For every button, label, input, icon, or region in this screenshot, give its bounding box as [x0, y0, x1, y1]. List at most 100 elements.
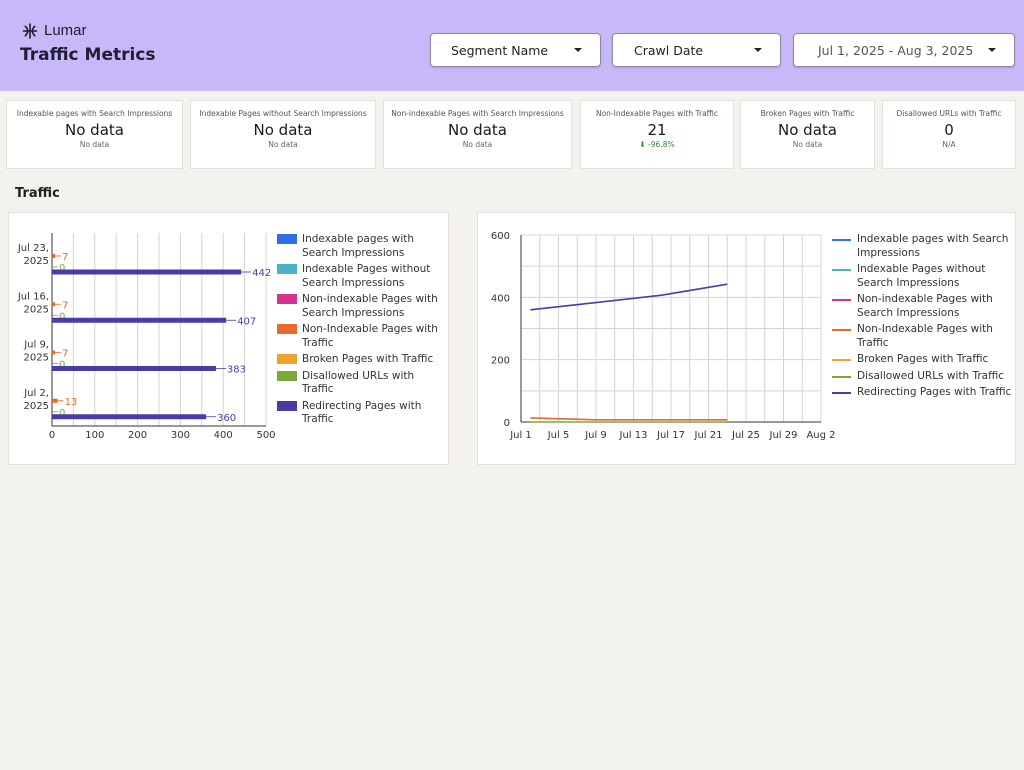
- brand-logo[interactable]: Lumar: [22, 22, 87, 39]
- line-legend-item-disallowed-urls-with-traffic[interactable]: Disallowed URLs with Traffic: [832, 370, 1014, 384]
- data-label: 383: [227, 365, 246, 376]
- legend-swatch: [832, 269, 851, 271]
- line-legend-item-indexable-pages-with-search-impressions[interactable]: Indexable pages with Search Impressions: [832, 233, 1014, 260]
- category-label: 2025: [24, 353, 49, 364]
- legend-label: Non-indexable Pages with Search Impressi…: [302, 293, 438, 319]
- x-tick-label: 300: [171, 430, 190, 441]
- crawl-date-dropdown-label: Crawl Date: [634, 42, 704, 58]
- line-legend-item-broken-pages-with-traffic[interactable]: Broken Pages with Traffic: [832, 353, 1014, 367]
- line-legend-item-non-indexable-pages-with-search-impressions[interactable]: Non-indexable Pages with Search Impressi…: [832, 293, 1014, 320]
- legend-label: Indexable pages with Search Impressions: [857, 233, 1009, 259]
- header-bar: Lumar Traffic Metrics Segment Name Crawl…: [0, 0, 1024, 91]
- chevron-down-icon: [988, 48, 996, 52]
- data-label: 13: [65, 397, 78, 408]
- legend-label: Broken Pages with Traffic: [302, 353, 434, 365]
- legend-label: Non-Indexable Pages with Traffic: [302, 323, 438, 349]
- date-range-picker[interactable]: Jul 1, 2025 - Aug 3, 2025: [793, 33, 1015, 67]
- kpi-comparison: No data: [792, 140, 823, 149]
- kpi-label: Non-indexable Pages with Search Impressi…: [391, 109, 564, 118]
- segment-dropdown[interactable]: Segment Name: [430, 33, 601, 67]
- bar-nonindexable-traffic: [52, 350, 55, 355]
- kpi-value: 0: [944, 121, 954, 139]
- x-tick-label: 500: [256, 430, 275, 441]
- kpi-comparison: No data: [79, 140, 110, 149]
- kpi-comparison: ⬇ -96.8%: [639, 140, 675, 149]
- chevron-down-icon: [574, 48, 582, 52]
- category-label: 2025: [24, 401, 49, 412]
- bar-legend-item-non-indexable-pages-with-search-impressions[interactable]: Non-indexable Pages with Search Impressi…: [277, 293, 447, 320]
- traffic-line-chart-panel: 0 200 400 600 Jul 1 Jul 5 Jul 9 Jul 13 Jul 17 Jul…: [477, 212, 1016, 465]
- date-range-label: Jul 1, 2025 - Aug 3, 2025: [818, 42, 974, 58]
- legend-swatch: [277, 354, 297, 364]
- data-label: 7: [62, 252, 68, 263]
- data-label: 7: [62, 349, 68, 360]
- kpi-comparison: No data: [462, 140, 493, 149]
- legend-swatch: [277, 264, 297, 274]
- x-tick-label: Aug 2: [806, 430, 835, 441]
- traffic-bar-chart-panel: 0 100 200 300 400 500 Jul 23, 2025 7 0 442 Jul 16, 2…: [8, 212, 449, 465]
- category-label: 2025: [24, 304, 49, 315]
- x-tick-label: Jul 17: [656, 430, 685, 441]
- legend-label: Redirecting Pages with Traffic: [302, 399, 422, 426]
- legend-swatch: [277, 294, 297, 304]
- kpi-value: No data: [448, 121, 507, 139]
- x-tick-label: Jul 13: [619, 430, 648, 441]
- bar-redirecting-traffic: [52, 269, 242, 275]
- line-series-non-indexable-pages-with-traffic: [530, 417, 728, 421]
- legend-label: Indexable Pages without Search Impressio…: [857, 263, 986, 289]
- kpi-card-indexable-without-impressions: Indexable Pages without Search Impressio…: [190, 100, 376, 169]
- legend-swatch: [277, 400, 297, 411]
- bar-redirecting-traffic: [52, 366, 216, 371]
- x-tick-label: Jul 5: [547, 430, 570, 441]
- x-tick-label: Jul 1: [509, 430, 532, 441]
- y-tick-label: 600: [491, 231, 510, 242]
- legend-swatch: [277, 370, 297, 381]
- line-series-redirecting-pages-with-traffic: [530, 283, 728, 311]
- x-tick-label: 400: [214, 430, 233, 441]
- bar-redirecting-traffic: [52, 414, 207, 420]
- bar-legend-item-redirecting-pages-with-traffic[interactable]: Redirecting Pages with Traffic: [277, 400, 447, 427]
- line-legend-item-redirecting-pages-with-traffic[interactable]: Redirecting Pages with Traffic: [832, 386, 1014, 400]
- bar-legend-item-indexable-pages-without-search-impressions[interactable]: Indexable Pages without Search Impressio…: [277, 263, 447, 290]
- page-title: Traffic Metrics: [20, 45, 156, 65]
- kpi-comparison: No data: [268, 140, 298, 149]
- y-tick-label: 200: [491, 356, 510, 367]
- bar-legend-item-non-indexable-pages-with-traffic[interactable]: Non-Indexable Pages with Traffic: [277, 323, 447, 350]
- traffic-line-chart: 0 200 400 600 Jul 1 Jul 5 Jul 9 Jul 13 Jul 17 Jul…: [491, 231, 836, 441]
- x-tick-label: Jul 9: [584, 430, 607, 441]
- crawl-date-dropdown[interactable]: Crawl Date: [612, 33, 781, 67]
- line-chart-legend: Indexable pages with Search Impressions I…: [832, 233, 1014, 403]
- kpi-label: Indexable pages with Search Impressions: [16, 109, 173, 118]
- line-legend-item-non-indexable-pages-with-traffic[interactable]: Non-Indexable Pages with Traffic: [832, 323, 1014, 350]
- category-label: Jul 23,: [17, 243, 49, 254]
- bar-legend-item-broken-pages-with-traffic[interactable]: Broken Pages with Traffic: [277, 353, 447, 367]
- bar-redirecting-traffic: [52, 317, 227, 323]
- data-label: 360: [217, 413, 236, 424]
- kpi-label: Disallowed URLs with Traffic: [896, 109, 1002, 118]
- y-tick-label: 400: [491, 293, 510, 304]
- bar-chart-legend: Indexable pages with Search Impressions I…: [277, 233, 447, 430]
- kpi-comparison: N/A: [942, 140, 956, 149]
- category-label: Jul 2,: [23, 388, 49, 399]
- legend-swatch: [832, 375, 851, 378]
- legend-swatch: [832, 359, 851, 361]
- x-tick-label: 100: [85, 430, 104, 441]
- legend-label: Indexable pages with Search Impressions: [302, 233, 415, 259]
- data-label: 442: [252, 268, 271, 279]
- kpi-card-indexable-with-impressions: Indexable pages with Search Impressions …: [6, 100, 183, 169]
- line-legend-item-indexable-pages-without-search-impressions[interactable]: Indexable Pages without Search Impressio…: [832, 263, 1014, 290]
- legend-label: Broken Pages with Traffic: [857, 353, 989, 365]
- x-tick-label: Jul 21: [694, 430, 723, 441]
- section-title-traffic: Traffic: [15, 186, 60, 201]
- bar-nonindexable-traffic: [52, 398, 58, 403]
- kpi-card-broken-with-traffic: Broken Pages with Traffic No data No dat…: [740, 100, 875, 169]
- x-tick-label: 200: [128, 430, 147, 441]
- legend-label: Non-indexable Pages with Search Impressi…: [857, 293, 993, 319]
- bar-legend-item-indexable-pages-with-search-impressions[interactable]: Indexable pages with Search Impressions: [277, 233, 447, 260]
- bar-legend-item-disallowed-urls-with-traffic[interactable]: Disallowed URLs with Traffic: [277, 370, 447, 397]
- kpi-value: 21: [647, 121, 667, 139]
- legend-swatch: [832, 392, 851, 394]
- legend-swatch: [832, 299, 851, 301]
- kpi-card-nonindexable-with-traffic: Non-Indexable Pages with Traffic 21 ⬇ -9…: [580, 100, 734, 169]
